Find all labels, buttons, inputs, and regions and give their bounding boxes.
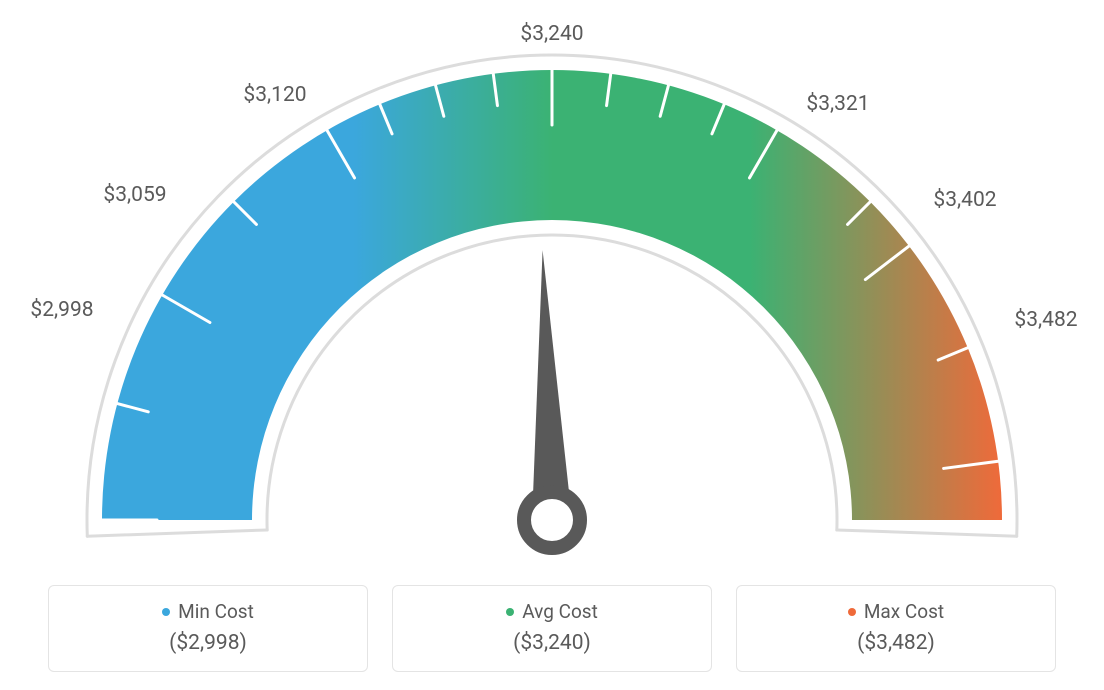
- gauge-tick-label: $3,059: [103, 183, 166, 207]
- max-cost-value: ($3,482): [747, 631, 1045, 655]
- min-cost-value: ($2,998): [59, 631, 357, 655]
- gauge-tick-label: $2,998: [30, 298, 93, 322]
- gauge-svg: [0, 0, 1104, 560]
- gauge-tick-label: $3,240: [520, 22, 583, 46]
- avg-cost-label: Avg Cost: [522, 600, 598, 623]
- avg-cost-title: Avg Cost: [506, 600, 598, 623]
- avg-cost-dot: [506, 608, 514, 616]
- max-cost-card: Max Cost ($3,482): [736, 585, 1056, 672]
- avg-cost-card: Avg Cost ($3,240): [392, 585, 712, 672]
- min-cost-title: Min Cost: [162, 600, 254, 623]
- gauge-tick-label: $3,120: [243, 83, 306, 107]
- min-cost-card: Min Cost ($2,998): [48, 585, 368, 672]
- gauge-tick-label: $3,482: [1014, 308, 1077, 332]
- min-cost-label: Min Cost: [178, 600, 254, 623]
- gauge-container: $2,998 $3,059 $3,120 $3,240 $3,321 $3,402 $3,4…: [0, 0, 1104, 560]
- max-cost-dot: [848, 608, 856, 616]
- gauge-tick-label: $3,402: [933, 188, 996, 212]
- cost-cards-row: Min Cost ($2,998) Avg Cost ($3,240) Max …: [0, 585, 1104, 672]
- max-cost-label: Max Cost: [864, 600, 944, 623]
- min-cost-dot: [162, 608, 170, 616]
- max-cost-title: Max Cost: [848, 600, 944, 623]
- avg-cost-value: ($3,240): [403, 631, 701, 655]
- gauge-tick-label: $3,321: [806, 92, 869, 116]
